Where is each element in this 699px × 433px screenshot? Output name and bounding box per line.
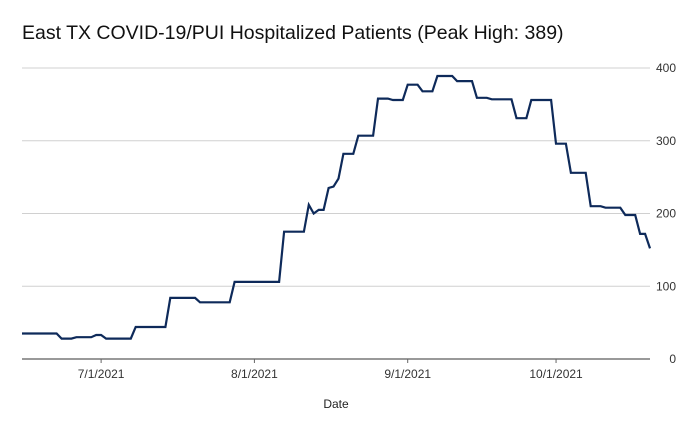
y-tick-label: 300: [656, 134, 676, 148]
x-tick-label: 9/1/2021: [384, 367, 431, 381]
y-tick-label: 0: [669, 352, 676, 366]
x-tick-label: 10/1/2021: [529, 367, 583, 381]
series-line: [22, 74, 652, 340]
x-tick-label: 7/1/2021: [78, 367, 125, 381]
x-axis-ticks: 7/1/2021 8/1/2021 9/1/2021 10/1/2021: [78, 359, 583, 381]
gridlines: [22, 67, 650, 360]
y-tick-label: 100: [656, 279, 676, 293]
x-axis-title: Date: [323, 397, 349, 411]
y-axis-ticks: 0 100 200 300 400: [656, 61, 676, 366]
x-tick-label: 8/1/2021: [231, 367, 278, 381]
y-tick-label: 200: [656, 207, 676, 221]
y-tick-label: 400: [656, 61, 676, 75]
chart-title: East TX COVID-19/PUI Hospitalized Patien…: [22, 22, 564, 44]
